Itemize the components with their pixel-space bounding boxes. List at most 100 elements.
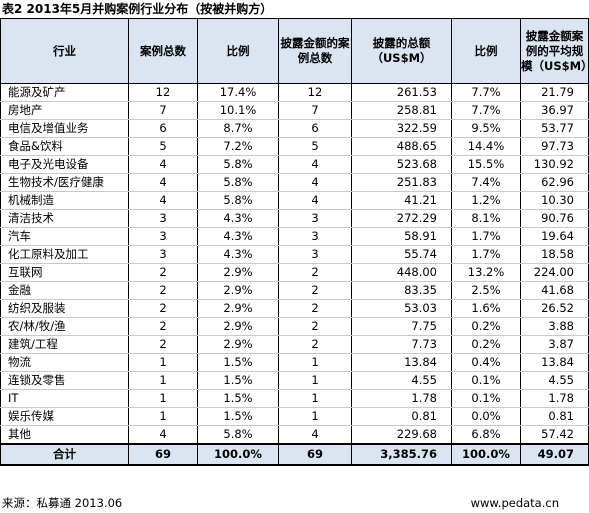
table-row: 纺织及服装 2 2.9% 2 53.03 1.6% 26.52 — [0, 299, 589, 318]
industry-cell: 其他 — [0, 425, 129, 445]
table-row: 机械制造 4 5.8% 4 41.21 1.2% 10.30 — [0, 191, 589, 210]
table-row: 建筑/工程 2 2.9% 2 7.73 0.2% 3.87 — [0, 335, 589, 354]
table-row: 物流 1 1.5% 1 13.84 0.4% 13.84 — [0, 353, 589, 372]
industry-cell: 农/林/牧/渔 — [0, 317, 129, 336]
case-ratio-cell: 2.9% — [197, 317, 279, 336]
table-title: 表2 2013年5月并购案例行业分布（按被并购方） — [2, 2, 273, 16]
total-disclosed-count-cell: 69 — [278, 443, 352, 466]
disclosed-count-cell: 7 — [278, 101, 352, 120]
industry-cell: IT — [0, 389, 129, 408]
case-count-cell: 1 — [128, 407, 198, 426]
table-row: 娱乐传媒 1 1.5% 1 0.81 0.0% 0.81 — [0, 407, 589, 426]
industry-cell: 建筑/工程 — [0, 335, 129, 354]
case-count-cell: 6 — [128, 119, 198, 138]
col-header-case-ratio: 比例 — [197, 18, 279, 84]
industry-cell: 生物技术/医疗健康 — [0, 173, 129, 192]
case-count-cell: 2 — [128, 317, 198, 336]
industry-cell: 电信及增值业务 — [0, 119, 129, 138]
industry-cell: 电子及光电设备 — [0, 155, 129, 174]
case-ratio-cell: 2.9% — [197, 281, 279, 300]
case-count-cell: 3 — [128, 227, 198, 246]
disclosed-count-cell: 2 — [278, 335, 352, 354]
industry-cell: 连锁及零售 — [0, 371, 129, 390]
disclosed-total-cell: 523.68 — [351, 155, 452, 174]
total-case-ratio-cell: 100.0% — [197, 443, 279, 466]
table-row: 清洁技术 3 4.3% 3 272.29 8.1% 90.76 — [0, 209, 589, 228]
disclosed-total-cell: 4.55 — [351, 371, 452, 390]
website-link[interactable]: www.pedata.cn — [470, 496, 559, 510]
industry-cell: 能源及矿产 — [0, 83, 129, 102]
case-ratio-cell: 1.5% — [197, 371, 279, 390]
table-row: 汽车 3 4.3% 3 58.91 1.7% 19.64 — [0, 227, 589, 246]
industry-cell: 互联网 — [0, 263, 129, 282]
case-count-cell: 1 — [128, 353, 198, 372]
amount-ratio-cell: 13.2% — [451, 263, 521, 282]
amount-ratio-cell: 14.4% — [451, 137, 521, 156]
average-size-cell: 13.84 — [520, 353, 589, 372]
case-ratio-cell: 4.3% — [197, 245, 279, 264]
case-count-cell: 7 — [128, 101, 198, 120]
amount-ratio-cell: 8.1% — [451, 209, 521, 228]
industry-cell: 娱乐传媒 — [0, 407, 129, 426]
average-size-cell: 26.52 — [520, 299, 589, 318]
total-case-count-cell: 69 — [128, 443, 198, 466]
industry-cell: 清洁技术 — [0, 209, 129, 228]
disclosed-count-cell: 2 — [278, 317, 352, 336]
amount-ratio-cell: 6.8% — [451, 425, 521, 445]
average-size-cell: 3.88 — [520, 317, 589, 336]
disclosed-count-cell: 1 — [278, 353, 352, 372]
industry-cell: 机械制造 — [0, 191, 129, 210]
disclosed-total-cell: 1.78 — [351, 389, 452, 408]
disclosed-total-cell: 251.83 — [351, 173, 452, 192]
disclosed-count-cell: 1 — [278, 407, 352, 426]
amount-ratio-cell: 7.7% — [451, 83, 521, 102]
table-row: 电信及增值业务 6 8.7% 6 322.59 9.5% 53.77 — [0, 119, 589, 138]
disclosed-total-cell: 41.21 — [351, 191, 452, 210]
average-size-cell: 130.92 — [520, 155, 589, 174]
average-size-cell: 19.64 — [520, 227, 589, 246]
disclosed-total-cell: 53.03 — [351, 299, 452, 318]
source-note: 来源：私募通 2013.06 — [2, 496, 123, 510]
case-ratio-cell: 5.8% — [197, 155, 279, 174]
amount-ratio-cell: 1.2% — [451, 191, 521, 210]
disclosed-total-cell: 258.81 — [351, 101, 452, 120]
amount-ratio-cell: 0.4% — [451, 353, 521, 372]
industry-cell: 房地产 — [0, 101, 129, 120]
table-row: 农/林/牧/渔 2 2.9% 2 7.75 0.2% 3.88 — [0, 317, 589, 336]
case-ratio-cell: 1.5% — [197, 407, 279, 426]
average-size-cell: 97.73 — [520, 137, 589, 156]
col-header-case-count: 案例总数 — [128, 18, 198, 84]
case-ratio-cell: 2.9% — [197, 335, 279, 354]
disclosed-total-cell: 7.75 — [351, 317, 452, 336]
average-size-cell: 90.76 — [520, 209, 589, 228]
average-size-cell: 0.81 — [520, 407, 589, 426]
amount-ratio-cell: 15.5% — [451, 155, 521, 174]
average-size-cell: 3.87 — [520, 335, 589, 354]
col-header-amount-ratio: 比例 — [451, 18, 521, 84]
case-ratio-cell: 5.8% — [197, 425, 279, 445]
total-amount-ratio-cell: 100.0% — [451, 443, 521, 466]
table-row: 生物技术/医疗健康 4 5.8% 4 251.83 7.4% 62.96 — [0, 173, 589, 192]
disclosed-count-cell: 5 — [278, 137, 352, 156]
industry-cell: 汽车 — [0, 227, 129, 246]
industry-distribution-table: 行业 案例总数 比例 披露金额的案例总数 披露的总额（US$M） 比例 披露金额… — [0, 18, 589, 466]
table-row: 金融 2 2.9% 2 83.35 2.5% 41.68 — [0, 281, 589, 300]
disclosed-count-cell: 2 — [278, 299, 352, 318]
table-row: 其他 4 5.8% 4 229.68 6.8% 57.42 — [0, 425, 589, 445]
disclosed-total-cell: 13.84 — [351, 353, 452, 372]
amount-ratio-cell: 7.4% — [451, 173, 521, 192]
amount-ratio-cell: 0.1% — [451, 371, 521, 390]
case-count-cell: 4 — [128, 425, 198, 445]
amount-ratio-cell: 2.5% — [451, 281, 521, 300]
table-row: 电子及光电设备 4 5.8% 4 523.68 15.5% 130.92 — [0, 155, 589, 174]
disclosed-total-cell: 229.68 — [351, 425, 452, 445]
case-count-cell: 4 — [128, 173, 198, 192]
average-size-cell: 21.79 — [520, 83, 589, 102]
average-size-cell: 18.58 — [520, 245, 589, 264]
disclosed-count-cell: 4 — [278, 425, 352, 445]
total-row: 合计 69 100.0% 69 3,385.76 100.0% 49.07 — [0, 443, 589, 466]
disclosed-count-cell: 1 — [278, 371, 352, 390]
disclosed-total-cell: 261.53 — [351, 83, 452, 102]
amount-ratio-cell: 7.7% — [451, 101, 521, 120]
case-count-cell: 4 — [128, 191, 198, 210]
